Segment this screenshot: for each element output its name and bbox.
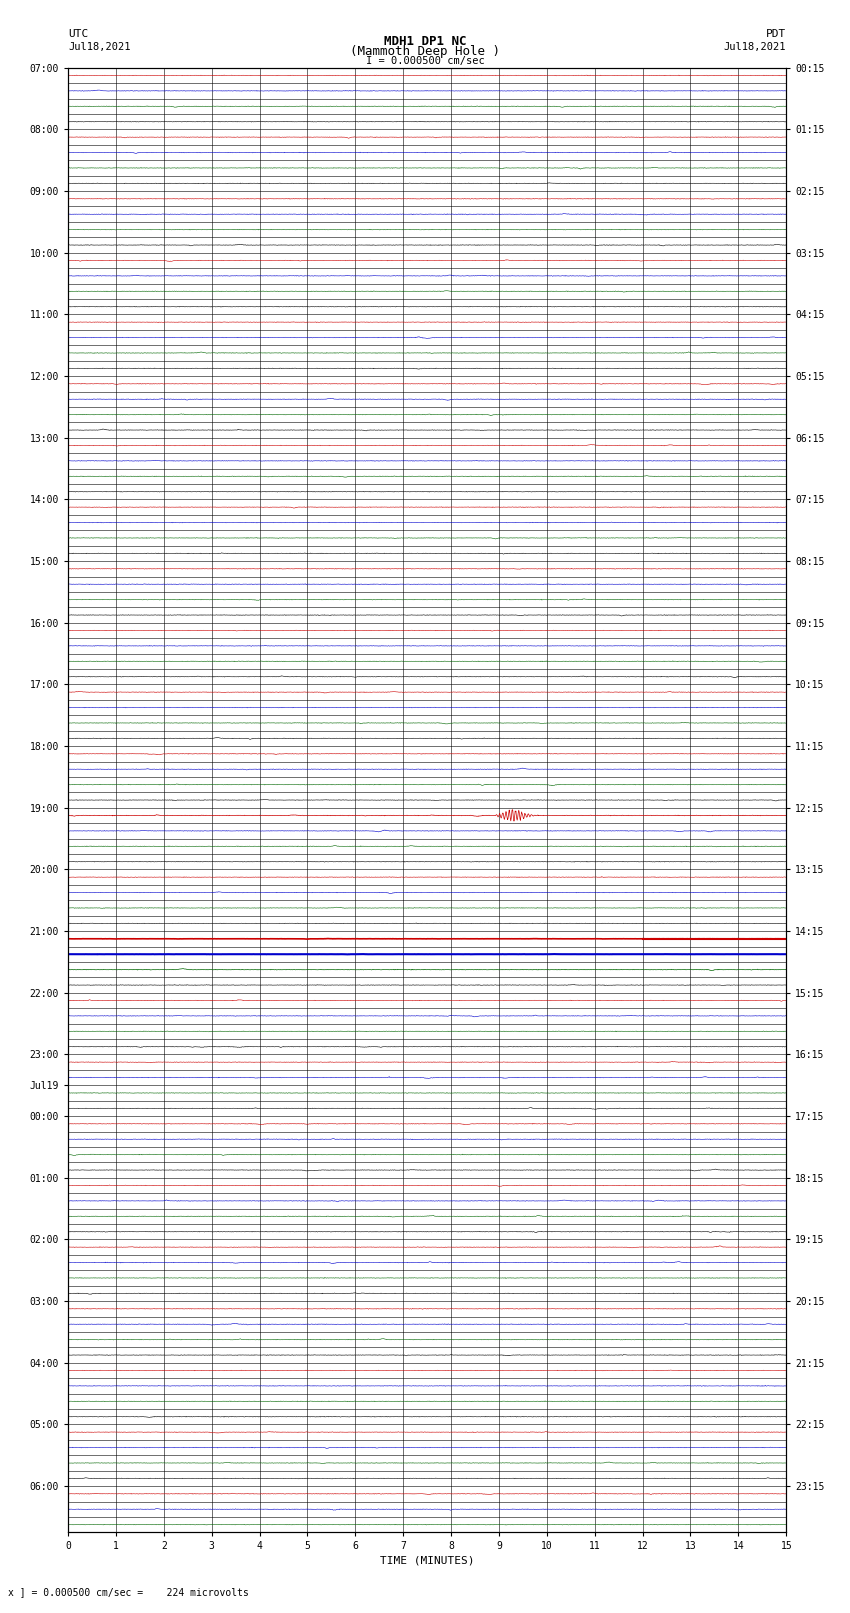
Text: x ] = 0.000500 cm/sec =    224 microvolts: x ] = 0.000500 cm/sec = 224 microvolts [8, 1587, 249, 1597]
Text: Jul18,2021: Jul18,2021 [723, 42, 786, 52]
Text: Jul18,2021: Jul18,2021 [68, 42, 131, 52]
Text: UTC: UTC [68, 29, 88, 39]
Text: I = 0.000500 cm/sec: I = 0.000500 cm/sec [366, 56, 484, 66]
Text: MDH1 DP1 NC: MDH1 DP1 NC [383, 35, 467, 48]
X-axis label: TIME (MINUTES): TIME (MINUTES) [380, 1555, 474, 1566]
Text: (Mammoth Deep Hole ): (Mammoth Deep Hole ) [350, 45, 500, 58]
Text: PDT: PDT [766, 29, 786, 39]
